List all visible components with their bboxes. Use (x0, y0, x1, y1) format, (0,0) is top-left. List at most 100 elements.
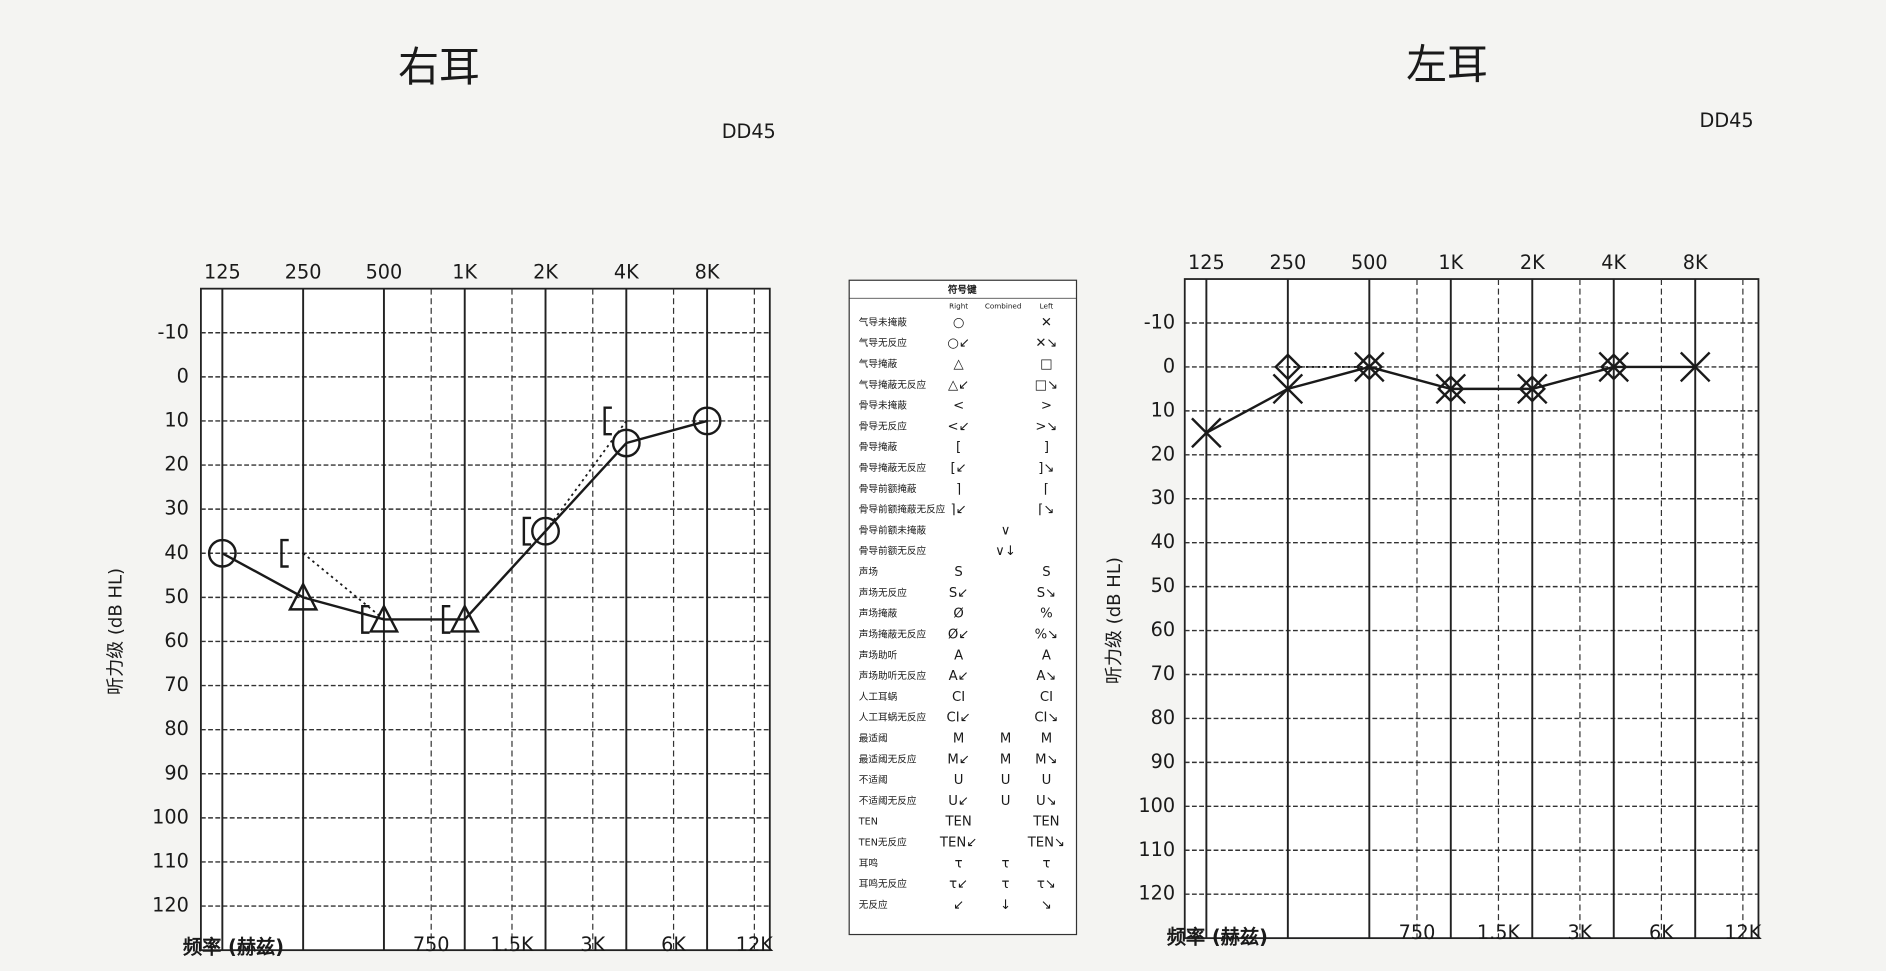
symbol-key-label: 耳鸣 (859, 857, 878, 869)
symbol-key-label: 声场助听 (859, 649, 898, 661)
symbol-key-symbol: S↙ (949, 586, 968, 601)
marker-diamond (1274, 353, 1302, 381)
y-tick-label: 40 (1151, 530, 1175, 553)
x-tick-label-bottom: 750 (1399, 921, 1436, 944)
y-tick-label: 60 (164, 629, 188, 652)
y-tick-label: 110 (1138, 838, 1175, 861)
symbol-key-label: 人工耳蜗无反应 (859, 712, 927, 724)
series-line (302, 420, 628, 621)
symbol-key-label: 骨导前额未掩蔽 (859, 524, 927, 536)
symbol-key-symbol: TEN (1032, 815, 1059, 830)
marker-triangle (287, 581, 319, 611)
symbol-key-symbol: □ (1040, 357, 1053, 372)
symbol-key-symbol: △ (954, 357, 965, 372)
symbol-key-symbol: M↘ (1035, 752, 1057, 767)
symbol-key-symbol: M (1000, 752, 1011, 767)
symbol-key-label: 气导掩蔽 (859, 358, 898, 370)
x-axis-label: 频率 (赫兹) (1167, 926, 1268, 949)
y-tick-label: 10 (1151, 398, 1175, 421)
symbol-key-label: 骨导掩蔽无反应 (859, 462, 927, 474)
x-axis-label: 频率 (赫兹) (183, 935, 284, 958)
symbol-key-label: 耳鸣无反应 (859, 878, 907, 890)
y-tick-label: 0 (177, 364, 189, 387)
symbol-key-symbol: <↙ (948, 419, 970, 434)
marker-bracket (361, 604, 370, 634)
symbol-key-symbol: τ (1042, 856, 1050, 871)
symbol-key-label: TEN无反应 (858, 837, 907, 849)
x-tick-label-bottom: 12K (1724, 921, 1762, 944)
y-axis-label: 听力级 (dB HL) (1104, 557, 1125, 684)
symbol-key-symbol: Ø↙ (948, 627, 969, 642)
symbol-key-symbol: ↙ (953, 898, 964, 913)
x-tick-label: 2K (533, 261, 559, 284)
marker-diamond (1355, 353, 1384, 381)
symbol-key-symbol: □↘ (1035, 378, 1059, 393)
symbol-key-symbol: ○↙ (947, 336, 970, 351)
symbol-key-label: 声场掩蔽 (859, 608, 898, 620)
x-tick-label: 1K (452, 261, 478, 284)
symbol-key-label: 人工耳蜗 (859, 692, 898, 703)
symbol-key-symbol: S↘ (1037, 586, 1056, 601)
symbol-key-symbol: A (1042, 648, 1051, 663)
symbol-key-symbol: S (1042, 565, 1050, 580)
x-tick-label: 250 (285, 261, 322, 284)
symbol-key-symbol: S (954, 565, 962, 580)
symbol-key-symbol: ⌈ (1044, 482, 1049, 497)
symbol-key-symbol: CI↙ (947, 711, 971, 726)
symbol-key-label: 最适阈 (859, 732, 888, 744)
y-tick-label: -10 (1144, 310, 1175, 333)
symbol-key-symbol: CI (952, 690, 965, 705)
symbol-key-symbol: M (1041, 731, 1052, 746)
y-tick-label: 30 (164, 497, 188, 520)
y-tick-label: 90 (164, 761, 188, 784)
marker-circle (611, 428, 641, 458)
chart-title: 左耳 (1406, 40, 1488, 88)
symbol-key-symbol: M↙ (947, 752, 969, 767)
symbol-key-symbol: ] (1044, 440, 1049, 455)
y-tick-label: 70 (164, 673, 188, 696)
x-tick-label: 250 (1269, 251, 1306, 274)
x-tick-label: 125 (204, 261, 241, 284)
symbol-key-symbol: U (954, 773, 964, 788)
y-tick-label: 70 (1151, 662, 1175, 685)
x-tick-label: 4K (1601, 251, 1627, 274)
symbol-key-symbol: >↘ (1035, 419, 1057, 434)
symbol-key-symbol: △↙ (948, 378, 969, 393)
y-tick-label: 80 (164, 717, 188, 740)
symbol-key-symbol: ⌉↙ (951, 503, 967, 518)
y-tick-label: 90 (1151, 750, 1175, 773)
symbol-key-label: 气导无反应 (859, 337, 907, 349)
symbol-key-label: 骨导前额掩蔽 (859, 483, 917, 495)
symbol-key-symbol: τ↙ (949, 877, 968, 892)
marker-x (1679, 351, 1711, 383)
symbol-key-title: 符号键 (948, 284, 977, 296)
y-tick-label: 100 (1138, 794, 1175, 817)
symbol-key-label: 骨导前额掩蔽无反应 (859, 504, 946, 516)
symbol-key-symbol: CI↘ (1034, 711, 1058, 726)
symbol-key-symbol: TEN↙ (939, 836, 977, 851)
plot-frame (1183, 278, 1760, 940)
marker-diamond (1518, 375, 1546, 403)
symbol-key-symbol: < (953, 399, 964, 414)
symbol-key-symbol: > (1041, 399, 1052, 414)
symbol-key-symbol: ⌉ (956, 482, 961, 497)
marker-bracket (280, 538, 289, 568)
annotation: DD45 (1700, 109, 1754, 132)
symbol-key-label: 声场 (859, 566, 879, 578)
y-tick-label: 20 (1151, 442, 1175, 465)
marker-bracket (603, 406, 612, 436)
x-tick-label: 4K (614, 261, 640, 284)
marker-circle (207, 538, 237, 568)
y-tick-label: 30 (1151, 486, 1175, 509)
y-tick-label: 50 (1151, 574, 1175, 597)
marker-triangle (368, 603, 400, 633)
symbol-key-label: 不适阈无反应 (859, 795, 917, 807)
y-tick-label: 20 (164, 453, 188, 476)
symbol-key-symbol: Ø (953, 607, 963, 622)
symbol-key-symbol: U↙ (948, 794, 969, 809)
marker-bracket (522, 516, 532, 546)
x-tick-label: 125 (1188, 251, 1225, 274)
y-tick-label: 0 (1163, 354, 1175, 377)
symbol-key-symbol: [ (956, 440, 961, 455)
